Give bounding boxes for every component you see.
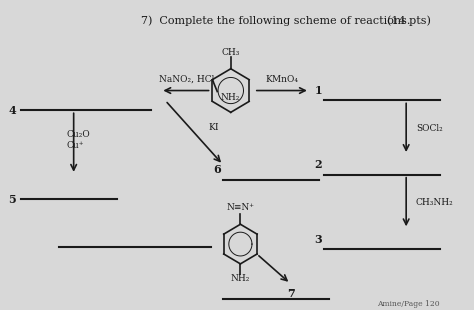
Text: CH₃: CH₃ (221, 48, 240, 57)
Text: 1: 1 (315, 85, 322, 96)
Text: N≡N⁺: N≡N⁺ (227, 203, 255, 212)
Text: Amine/Page 120: Amine/Page 120 (377, 299, 440, 308)
Text: 3: 3 (315, 234, 322, 245)
Text: 2: 2 (315, 159, 322, 170)
Text: NH₂: NH₂ (231, 274, 250, 283)
Text: KI: KI (209, 123, 219, 132)
Text: 4: 4 (8, 105, 16, 116)
Text: (14 pts): (14 pts) (387, 15, 431, 26)
Text: 5: 5 (8, 194, 16, 205)
Text: Cu₂O
Cu⁺: Cu₂O Cu⁺ (67, 130, 91, 149)
Text: CH₃NH₂: CH₃NH₂ (416, 198, 454, 207)
Text: NH₂: NH₂ (220, 93, 239, 102)
Text: 7: 7 (287, 288, 294, 299)
Text: 6: 6 (213, 164, 221, 175)
Text: 7)  Complete the following scheme of reactions.: 7) Complete the following scheme of reac… (141, 15, 410, 26)
Text: NaNO₂, HCl: NaNO₂, HCl (159, 75, 214, 84)
Text: KMnO₄: KMnO₄ (265, 75, 298, 84)
Text: SOCl₂: SOCl₂ (416, 124, 443, 133)
